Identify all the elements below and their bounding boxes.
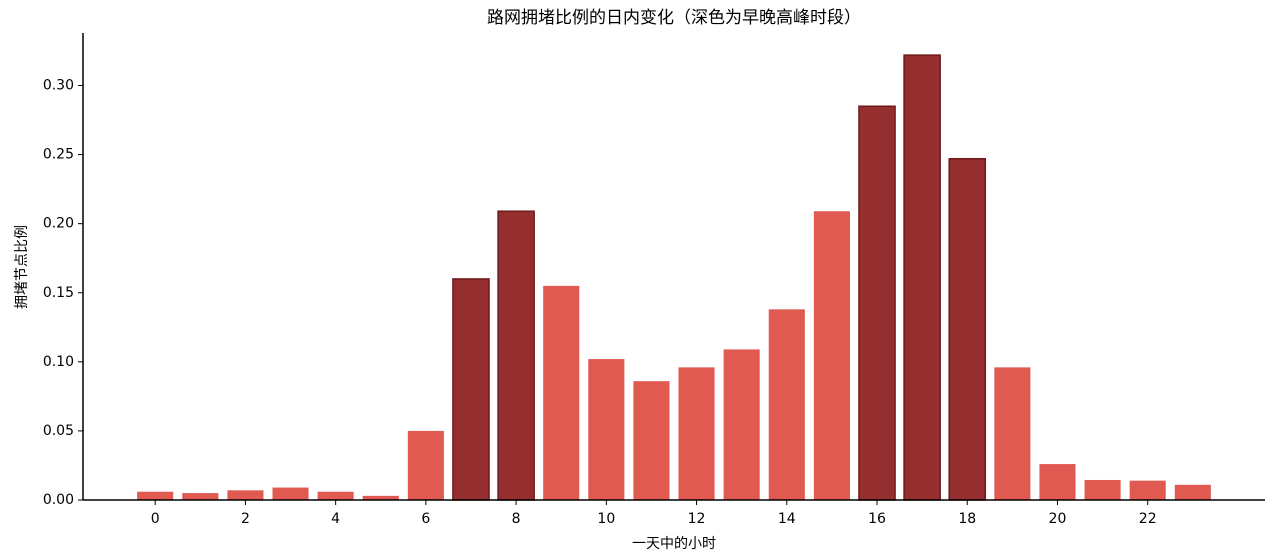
bar <box>452 278 490 501</box>
bar <box>994 367 1031 500</box>
y-tick-label: 0.00 <box>43 492 74 508</box>
bar <box>407 430 444 500</box>
bar <box>137 491 174 500</box>
bar <box>813 211 850 500</box>
y-axis-label: 拥堵节点比例 <box>14 225 30 309</box>
x-tick-label: 2 <box>241 511 250 527</box>
x-tick-label: 4 <box>331 511 340 527</box>
y-tick-label: 0.20 <box>43 216 74 232</box>
x-tick-label: 16 <box>868 511 886 527</box>
chart-title: 路网拥堵比例的日内变化（深色为早晚高峰时段） <box>487 8 861 28</box>
y-tick-label: 0.30 <box>43 78 74 94</box>
bar <box>633 381 670 500</box>
x-tick-label: 10 <box>597 511 615 527</box>
bar <box>497 210 535 501</box>
bar <box>588 359 625 500</box>
bar <box>1084 479 1121 500</box>
bar <box>543 285 580 500</box>
x-tick-label: 20 <box>1049 511 1067 527</box>
bar <box>858 105 896 501</box>
bar <box>1129 480 1166 500</box>
bar <box>948 157 987 501</box>
bar <box>1174 484 1211 500</box>
bar <box>182 493 219 500</box>
bar <box>317 491 354 500</box>
bar <box>362 495 399 500</box>
bar <box>227 490 264 500</box>
x-axis-label: 一天中的小时 <box>632 536 716 552</box>
x-tick-label: 12 <box>688 511 706 527</box>
x-tick-label: 18 <box>958 511 976 527</box>
x-tick-label: 0 <box>151 511 160 527</box>
y-tick-label: 0.05 <box>43 423 74 439</box>
bar <box>768 309 805 500</box>
bar <box>903 54 941 501</box>
bar <box>723 349 760 500</box>
bar <box>678 367 715 500</box>
y-tick-label: 0.25 <box>43 147 74 163</box>
y-tick-label: 0.15 <box>43 285 74 301</box>
bar <box>272 487 309 500</box>
x-tick-label: 14 <box>778 511 796 527</box>
bar <box>1039 464 1076 500</box>
y-tick-label: 0.10 <box>43 354 74 370</box>
x-tick-label: 6 <box>421 511 430 527</box>
x-tick-label: 8 <box>512 511 521 527</box>
x-tick-label: 22 <box>1139 511 1157 527</box>
